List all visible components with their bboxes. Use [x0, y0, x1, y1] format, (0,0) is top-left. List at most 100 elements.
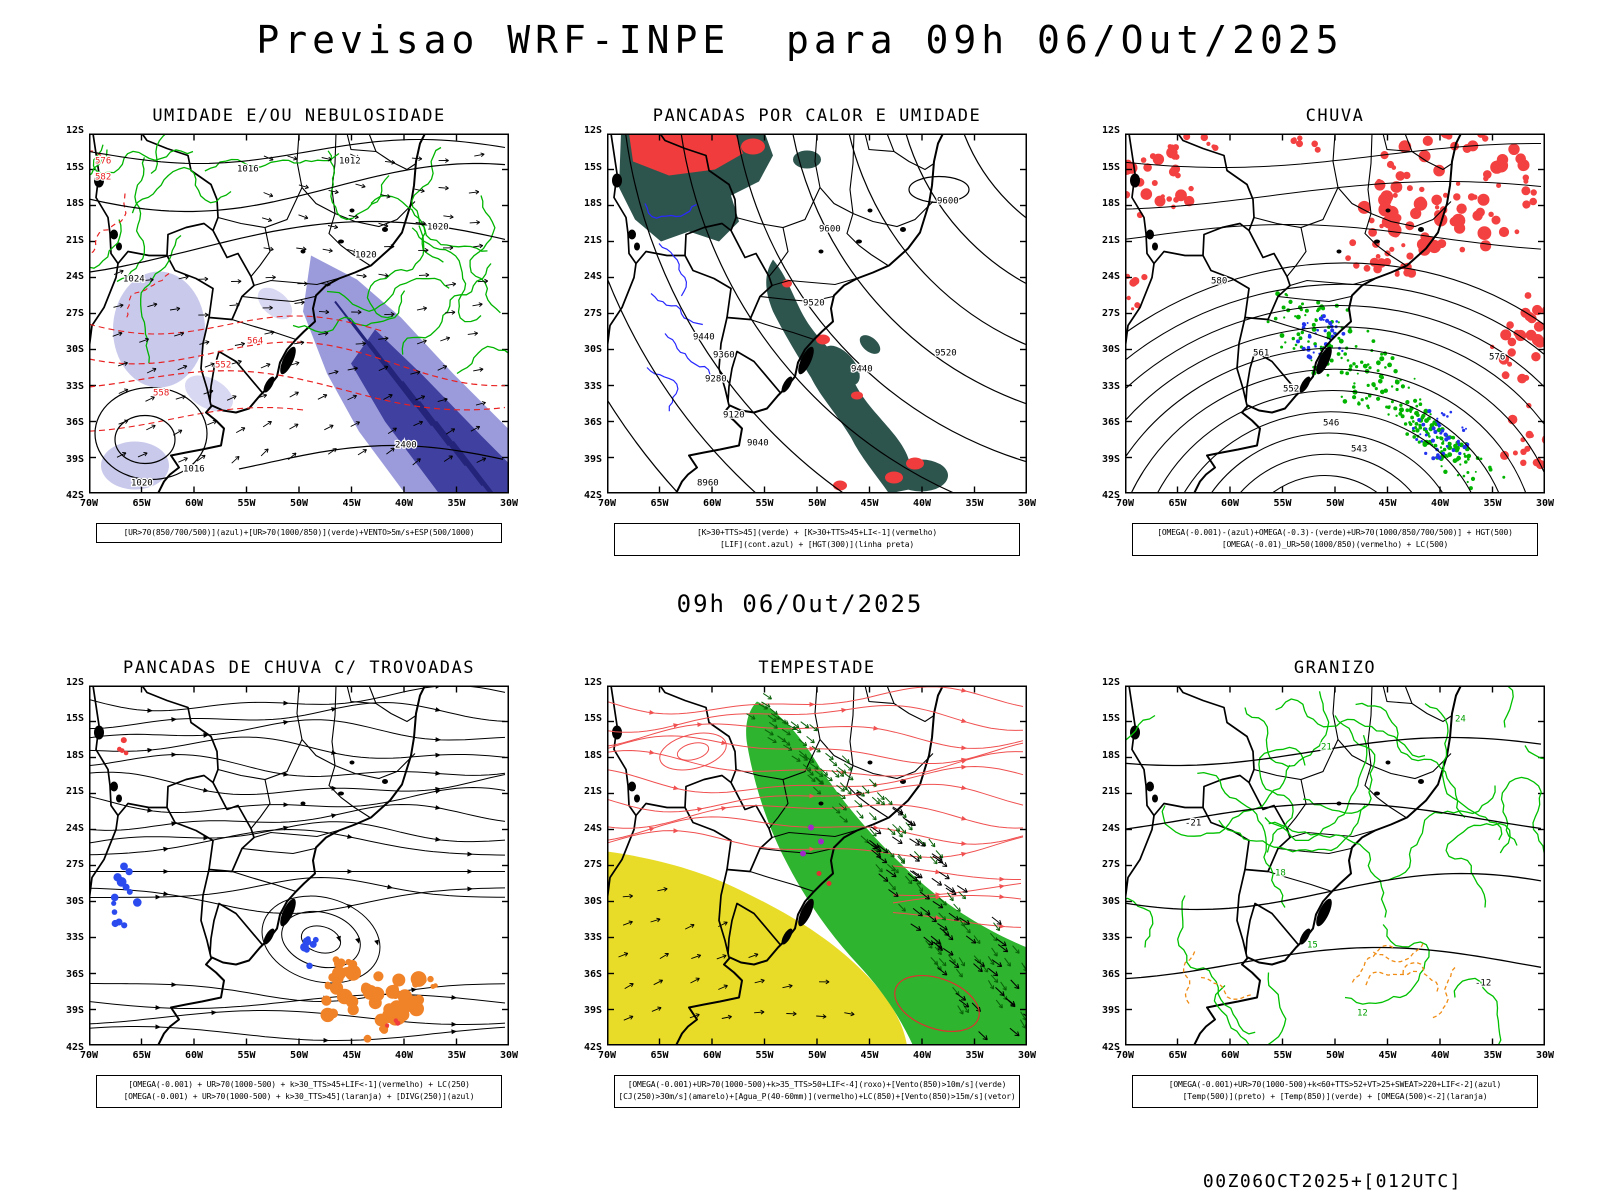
lat-label: 36S	[65, 417, 84, 428]
lon-label: 50W	[289, 1049, 309, 1061]
lon-label: 60W	[702, 498, 722, 509]
lat-label: 42S	[1101, 1041, 1120, 1053]
lat-label: 15S	[65, 713, 84, 725]
svg-text:558: 558	[153, 389, 169, 399]
caption-line: [Temp(500)](preto) + [Temp(850)](verde) …	[1182, 1092, 1488, 1102]
lon-label: 30W	[1535, 498, 1555, 509]
lat-label: 42S	[583, 1041, 602, 1053]
panel-tempestade: TEMPESTADE 12S 15S 18S 21S 24S 27S 30S 33S 36S 39…	[573, 658, 1036, 1108]
lat-label: 18S	[65, 198, 84, 209]
lat-label: 39S	[65, 1005, 84, 1017]
lon-label: 45W	[1378, 498, 1397, 509]
svg-text:-21: -21	[1185, 818, 1201, 828]
map-area: 12S 15S 18S 21S 24S 27S 30S 33S 36S 39S 42S 9600 96…	[573, 125, 1036, 556]
lon-label: 50W	[289, 498, 309, 509]
lat-label: 12S	[1101, 676, 1120, 688]
lon-axis: 70W 65W 60W 55W 50W 45W 40W 35W 30W	[1116, 1049, 1554, 1065]
svg-text:9440: 9440	[851, 365, 873, 375]
svg-text:18: 18	[1275, 868, 1286, 878]
lon-label: 35W	[447, 1049, 466, 1061]
lon-label: 35W	[1483, 498, 1502, 509]
lon-label: 35W	[447, 498, 466, 509]
lon-label: 55W	[237, 1049, 256, 1061]
lon-label: 30W	[1535, 1049, 1555, 1061]
lon-label: 65W	[650, 498, 669, 509]
lat-label: 33S	[583, 380, 602, 392]
lon-label: 45W	[342, 1049, 361, 1061]
caption-line: [OMEGA(-0.001)+UR>70(1000-500)+k>35_TTS>…	[627, 1079, 1007, 1089]
lon-label: 45W	[1378, 1049, 1397, 1061]
lat-label: 21S	[583, 234, 602, 246]
svg-text:-12: -12	[1475, 978, 1491, 988]
svg-text:9440: 9440	[693, 333, 715, 343]
lat-label: 39S	[583, 453, 602, 465]
lon-label: 30W	[1017, 498, 1037, 509]
panel-title-granizo: GRANIZO	[1293, 657, 1377, 678]
lon-label: 65W	[1168, 1049, 1187, 1061]
run-timestamp: 00Z06OCT2025+[012UTC]	[1202, 1171, 1462, 1192]
lon-label: 30W	[499, 1049, 519, 1061]
lon-label: 70W	[597, 1049, 617, 1061]
lat-label: 12S	[583, 676, 602, 688]
lat-label: 24S	[65, 271, 84, 282]
lat-label: 39S	[65, 453, 84, 465]
lat-label: 33S	[65, 932, 84, 944]
lat-label: 42S	[65, 1041, 84, 1053]
lat-label: 12S	[583, 125, 602, 136]
caption-line: [OMEGA(-0.001)+UR>70(1000-500)+k<60+TTS>…	[1168, 1079, 1502, 1089]
lat-axis: 12S 15S 18S 21S 24S 27S 30S 33S 36S 39S 42S	[55, 677, 89, 1053]
lat-label: 27S	[65, 307, 84, 319]
lon-axis: 70W 65W 60W 55W 50W 45W 40W 35W 30W	[80, 498, 518, 513]
lon-label: 40W	[912, 1049, 932, 1061]
lat-label: 21S	[65, 234, 84, 246]
lat-label: 15S	[583, 713, 602, 725]
panel-title-umidade: UMIDADE E/OU NEBULOSIDADE	[152, 106, 446, 126]
svg-text:9520: 9520	[803, 299, 825, 309]
lat-label: 33S	[1101, 380, 1120, 392]
page-title: Previsao WRF-INPE para 09h 06/Out/2025	[256, 18, 1344, 62]
page-subtitle: 09h 06/Out/2025	[676, 589, 924, 618]
map-tempestade	[607, 682, 1027, 1048]
caption-umidade: [UR>70(850/700/500)](azul)+[UR>70(1000/8…	[96, 523, 502, 544]
lat-label: 27S	[1101, 859, 1120, 871]
lat-axis: 12S 15S 18S 21S 24S 27S 30S 33S 36S 39S 42S	[573, 677, 607, 1053]
svg-text:21: 21	[1321, 742, 1332, 752]
lon-label: 40W	[394, 1049, 414, 1061]
lat-label: 30S	[1101, 895, 1120, 907]
lat-axis: 12S 15S 18S 21S 24S 27S 30S 33S 36S 39S 42S	[573, 125, 607, 501]
lat-label: 15S	[65, 161, 84, 173]
lon-label: 65W	[132, 498, 151, 509]
lon-label: 55W	[1273, 498, 1292, 509]
svg-text:1020: 1020	[427, 223, 449, 233]
lon-axis: 70W 65W 60W 55W 50W 45W 40W 35W 30W	[598, 498, 1036, 513]
lat-label: 36S	[1101, 417, 1120, 428]
lat-label: 21S	[65, 786, 84, 798]
lat-label: 21S	[1101, 786, 1120, 798]
caption-line: [CJ(250)>30m/s](amarelo)+[Agua_P(40-60mm…	[618, 1092, 1016, 1102]
lat-label: 24S	[583, 822, 602, 834]
svg-text:24: 24	[1455, 714, 1466, 724]
lat-label: 24S	[583, 271, 602, 282]
panel-title-pancadas-calor: PANCADAS POR CALOR E UMIDADE	[652, 106, 982, 126]
svg-text:1024: 1024	[123, 275, 145, 285]
svg-text:564: 564	[247, 337, 263, 347]
caption-tempestade: [OMEGA(-0.001)+UR>70(1000-500)+k>35_TTS>…	[614, 1074, 1020, 1108]
caption-line: [OMEGA(-0.001) + UR>70(1000-500) + k>30_…	[123, 1092, 475, 1102]
lat-label: 12S	[1101, 125, 1120, 136]
lat-label: 18S	[583, 749, 602, 761]
lat-axis: 12S 15S 18S 21S 24S 27S 30S 33S 36S 39S 42S	[1091, 125, 1125, 501]
lat-label: 39S	[1101, 1005, 1120, 1017]
lat-label: 30S	[1101, 344, 1120, 355]
svg-text:1020: 1020	[355, 251, 377, 261]
lat-label: 42S	[1101, 490, 1120, 501]
caption-trovoadas: [OMEGA(-0.001) + UR>70(1000-500) + k>30_…	[96, 1074, 502, 1108]
lon-axis: 70W 65W 60W 55W 50W 45W 40W 35W 30W	[80, 1049, 518, 1065]
svg-text:9360: 9360	[713, 351, 735, 361]
panel-umidade: UMIDADE E/OU NEBULOSIDADE 12S 15S 18S 21S 24…	[55, 106, 518, 556]
lon-label: 50W	[807, 498, 827, 509]
caption-line: [LIF](cont.azul) + [HGT(300)](linha pret…	[720, 540, 914, 550]
lon-label: 65W	[1168, 498, 1187, 509]
lat-label: 27S	[1101, 307, 1120, 319]
lon-label: 50W	[1325, 1049, 1345, 1061]
svg-text:9600: 9600	[937, 197, 959, 207]
